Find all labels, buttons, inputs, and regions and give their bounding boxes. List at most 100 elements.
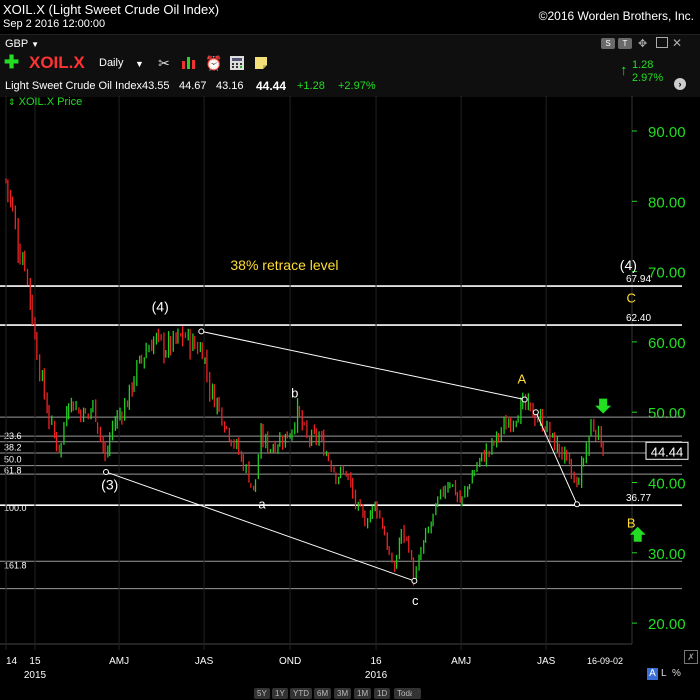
range-1w-button[interactable]: 1D	[374, 688, 391, 699]
chevron-down-icon: ▼	[31, 40, 40, 49]
range-ytd-button[interactable]: YTD	[290, 688, 312, 699]
range-1y-button[interactable]: 1Y	[272, 688, 288, 699]
year-label: 2016	[365, 670, 388, 681]
fib-level-label: 100.0	[4, 503, 27, 513]
trend-line-anchor	[573, 501, 580, 508]
alarm-icon[interactable]: ⏰	[205, 55, 223, 71]
trend-line-anchor	[102, 468, 109, 475]
move-icon[interactable]: ✥	[638, 38, 648, 50]
trend-line-anchor	[521, 396, 528, 403]
y-tick-label: 30.00	[648, 546, 686, 563]
x-tick-label: JAS	[195, 656, 214, 667]
indicator-icon[interactable]	[181, 55, 197, 71]
up-arrow-icon	[629, 526, 646, 542]
y-tick-label: 60.00	[648, 335, 686, 352]
range-1m-button[interactable]: 1M	[354, 688, 372, 699]
x-tick-label: 16-09-02	[587, 656, 623, 666]
auto-scale-button[interactable]: A	[647, 668, 658, 680]
side-change: 1.28	[632, 59, 654, 71]
wave-label: 38% retrace level	[230, 257, 338, 273]
last-price-label: 44.44	[651, 444, 684, 459]
x-tick-label: JAS	[537, 656, 556, 667]
range-5y-button[interactable]: 5Y	[254, 688, 270, 699]
chart-area[interactable]: 20.00 30.00 40.00 50.00 60.00 70.00 80.00 90.00…	[0, 96, 700, 686]
trend-line	[105, 471, 415, 582]
quote-name: Light Sweet Crude Oil Index	[5, 80, 142, 92]
wave-label: a	[258, 497, 266, 512]
period-selector[interactable]: Daily	[99, 57, 123, 69]
y-tick-label: 20.00	[648, 616, 686, 633]
trend-line-anchor	[198, 328, 205, 335]
side-change-pct: 2.97%	[632, 72, 664, 84]
add-icon[interactable]: ✚	[4, 52, 20, 72]
range-3m-button[interactable]: 3M	[334, 688, 352, 699]
wave-label: (4)	[620, 257, 637, 273]
currency-label: GBP	[5, 38, 29, 50]
y-tick-label: 70.00	[648, 265, 686, 282]
level-price-label: 62.40	[626, 313, 651, 324]
last-price-box	[645, 441, 689, 460]
info-icon[interactable]: ›	[674, 78, 686, 90]
level-price-label: 36.77	[626, 493, 651, 504]
range-6m-button[interactable]: 6M	[314, 688, 332, 699]
period-label: Daily	[99, 57, 124, 69]
y-tick-label: 40.00	[648, 476, 686, 493]
chart-header	[0, 0, 700, 36]
crosshair-toggle[interactable]: ✗	[684, 650, 698, 664]
range-today-button[interactable]	[412, 688, 418, 699]
wave-label: b	[291, 385, 298, 400]
note-icon[interactable]	[253, 55, 269, 71]
fib-level-label: 23.6	[4, 431, 22, 441]
level-price-label: 67.94	[626, 274, 651, 285]
calculator-icon[interactable]	[229, 55, 245, 71]
quote-high: 44.67	[179, 80, 207, 92]
x-tick-label: 16	[370, 656, 382, 667]
toolbar	[0, 34, 700, 97]
close-icon[interactable]: ✕	[672, 36, 683, 50]
copyright-text: ©2016 Worden Brothers, Inc.	[538, 9, 694, 23]
quote-low: 43.16	[216, 80, 244, 92]
percent-scale-button[interactable]: %	[672, 668, 681, 679]
collapse-icon: ⇕	[8, 97, 16, 107]
year-label: 2015	[24, 670, 47, 681]
wave-label: A	[517, 371, 526, 386]
trend-line	[201, 330, 525, 401]
trend-line	[535, 411, 578, 505]
x-tick-label: 14	[6, 656, 18, 667]
wave-label: B	[627, 515, 636, 530]
dropdown-icon[interactable]: ▼	[135, 59, 144, 69]
share-button[interactable]: S	[601, 38, 615, 49]
y-tick-label: 80.00	[648, 194, 686, 211]
quote-last: 44.44	[256, 79, 287, 93]
log-scale-button[interactable]: L	[661, 668, 667, 679]
range-1d-button[interactable]: Today	[394, 688, 422, 699]
fib-level-label: 50.0	[4, 454, 22, 464]
fib-level-label: 161.8	[4, 560, 27, 570]
symbol-label[interactable]: XOIL.X	[29, 53, 85, 72]
trend-line-anchor	[532, 409, 539, 416]
tools-icon[interactable]: ✂	[158, 55, 170, 71]
y-tick-label: 90.00	[648, 124, 686, 141]
text-button[interactable]: T	[618, 38, 632, 49]
x-tick-label: AMJ	[109, 656, 129, 667]
wave-label: (4)	[152, 299, 169, 315]
down-arrow-icon	[595, 398, 612, 414]
trend-line-anchor	[411, 577, 418, 584]
quote-change-pct: +2.97%	[338, 80, 376, 92]
fib-level-label: 38.2	[4, 442, 22, 452]
up-arrow-icon: ↑	[620, 62, 628, 79]
currency-selector[interactable]: GBP ▼	[5, 38, 39, 50]
x-tick-label: 15	[29, 656, 41, 667]
chart-datetime: Sep 2 2016 12:00:00	[3, 18, 106, 30]
wave-label: c	[412, 593, 419, 608]
wave-label: (3)	[101, 477, 118, 493]
price-chart[interactable]: 20.00 30.00 40.00 50.00 60.00 70.00 80.00 90.00…	[0, 96, 700, 686]
quote-change: +1.28	[297, 80, 325, 92]
maximize-icon[interactable]	[656, 37, 668, 48]
fib-level-label: 61.8	[4, 466, 22, 476]
x-tick-label: OND	[279, 656, 301, 667]
quote-open: 43.55	[142, 80, 170, 92]
x-tick-label: AMJ	[451, 656, 471, 667]
chart-title: XOIL.X (Light Sweet Crude Oil Index)	[3, 2, 220, 17]
wave-label: C	[626, 291, 635, 306]
